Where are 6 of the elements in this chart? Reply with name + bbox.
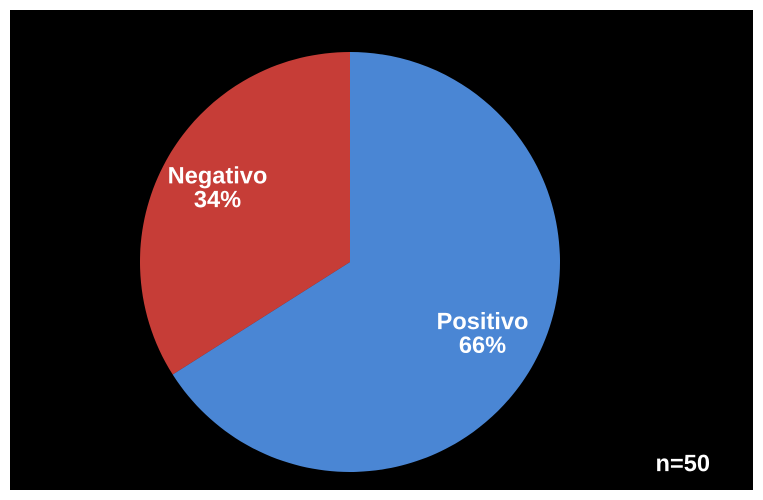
data-label: 34% [194,190,241,208]
text: n=50 [657,454,710,472]
data-label: 66% [460,336,506,354]
slice-label: Positivo [438,312,528,330]
pie-slice [140,52,350,375]
slice-label: Negativo [169,166,266,188]
